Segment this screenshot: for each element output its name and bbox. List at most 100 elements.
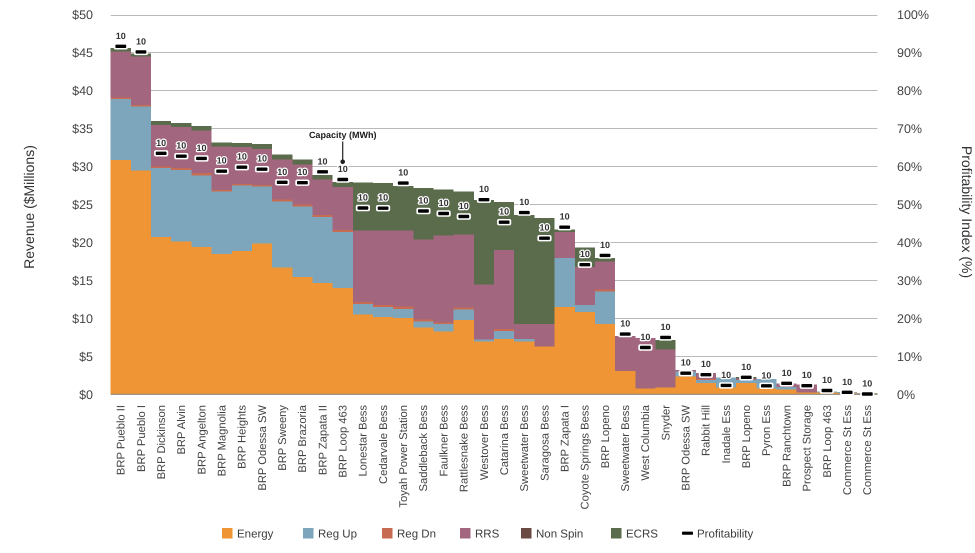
svg-text:10: 10 <box>338 164 348 174</box>
svg-text:BRP Magnolia: BRP Magnolia <box>216 404 228 476</box>
svg-text:BRP Brazoria: BRP Brazoria <box>297 404 309 472</box>
svg-text:80%: 80% <box>897 84 922 98</box>
svg-text:$45: $45 <box>72 46 93 60</box>
svg-text:10: 10 <box>459 201 469 211</box>
svg-text:90%: 90% <box>897 46 922 60</box>
svg-text:10: 10 <box>176 141 186 151</box>
svg-text:BRP Lopeno: BRP Lopeno <box>741 405 753 468</box>
svg-text:60%: 60% <box>897 160 922 174</box>
svg-text:Commerce St Ess: Commerce St Ess <box>862 405 874 496</box>
svg-text:BRP Odessa SW: BRP Odessa SW <box>681 405 693 491</box>
svg-text:Non Spin: Non Spin <box>536 528 583 540</box>
svg-text:10: 10 <box>539 223 549 233</box>
svg-text:Reg Dn: Reg Dn <box>397 528 436 540</box>
svg-text:10: 10 <box>560 212 570 222</box>
svg-text:Westover Bess: Westover Bess <box>479 405 491 480</box>
svg-text:10: 10 <box>580 249 590 259</box>
svg-text:BRP Zapata II: BRP Zapata II <box>317 405 329 475</box>
svg-text:Rattlesnake Bess: Rattlesnake Bess <box>459 405 471 492</box>
svg-text:BRP Heights: BRP Heights <box>237 405 249 469</box>
svg-text:Inadale Ess: Inadale Ess <box>721 405 733 464</box>
svg-text:BRP Loop 463: BRP Loop 463 <box>822 405 834 478</box>
svg-text:$20: $20 <box>72 236 93 250</box>
svg-text:10: 10 <box>136 36 146 46</box>
svg-text:Prospect Storage: Prospect Storage <box>802 405 814 491</box>
svg-text:10: 10 <box>822 375 832 385</box>
svg-text:Saragosa Bess: Saragosa Bess <box>539 405 551 481</box>
svg-text:$15: $15 <box>72 274 93 288</box>
svg-text:Capacity (MWh): Capacity (MWh) <box>309 130 377 140</box>
svg-text:$10: $10 <box>72 312 93 326</box>
svg-text:Lonestar Bess: Lonestar Bess <box>358 405 370 477</box>
svg-text:Coyote Springs Bess: Coyote Springs Bess <box>580 405 592 510</box>
svg-text:100%: 100% <box>897 8 929 22</box>
svg-text:$35: $35 <box>72 122 93 136</box>
svg-text:BRP Lopeno: BRP Lopeno <box>600 405 612 468</box>
svg-text:Revenue ($Millions): Revenue ($Millions) <box>21 145 37 269</box>
svg-text:Energy: Energy <box>237 528 274 540</box>
svg-text:Cedarvale Bess: Cedarvale Bess <box>378 405 390 484</box>
svg-text:Catarina Bess: Catarina Bess <box>499 405 511 476</box>
svg-text:BRP Loop 463: BRP Loop 463 <box>338 405 350 478</box>
svg-text:10: 10 <box>721 370 731 380</box>
svg-text:10: 10 <box>741 362 751 372</box>
svg-text:10: 10 <box>782 368 792 378</box>
svg-text:BRP Sweeny: BRP Sweeny <box>277 405 289 471</box>
svg-text:10: 10 <box>701 359 711 369</box>
svg-text:ECRS: ECRS <box>626 528 658 540</box>
svg-text:40%: 40% <box>897 236 922 250</box>
svg-text:$0: $0 <box>79 388 93 402</box>
svg-text:10: 10 <box>378 193 388 203</box>
svg-text:$30: $30 <box>72 160 93 174</box>
svg-text:10: 10 <box>217 156 227 166</box>
svg-text:10: 10 <box>479 184 489 194</box>
svg-text:BRP Angelton: BRP Angelton <box>196 405 208 474</box>
svg-text:10: 10 <box>297 167 307 177</box>
svg-text:BRP Alvin: BRP Alvin <box>176 405 188 455</box>
svg-text:Reg Up: Reg Up <box>318 528 357 540</box>
svg-text:$25: $25 <box>72 198 93 212</box>
svg-text:BRP Pueblo II: BRP Pueblo II <box>116 405 128 475</box>
svg-text:10: 10 <box>439 198 449 208</box>
svg-text:70%: 70% <box>897 122 922 136</box>
svg-text:10: 10 <box>318 156 328 166</box>
svg-text:Profitability Index (%): Profitability Index (%) <box>959 146 975 278</box>
svg-text:BRP Zapata I: BRP Zapata I <box>559 405 571 472</box>
svg-text:Commerce St Ess: Commerce St Ess <box>842 405 854 496</box>
svg-text:Sweetwater Bess: Sweetwater Bess <box>519 405 531 492</box>
svg-text:0%: 0% <box>897 388 915 402</box>
svg-text:$40: $40 <box>72 84 93 98</box>
svg-text:10: 10 <box>681 358 691 368</box>
svg-text:10: 10 <box>257 154 267 164</box>
svg-text:Faulkner Bess: Faulkner Bess <box>438 405 450 477</box>
svg-text:50%: 50% <box>897 198 922 212</box>
svg-text:Rabbit Hill: Rabbit Hill <box>701 405 713 456</box>
svg-text:RRS: RRS <box>475 528 500 540</box>
svg-text:BRP Ranchtown: BRP Ranchtown <box>781 405 793 487</box>
svg-text:10: 10 <box>640 332 650 342</box>
svg-text:10: 10 <box>620 319 630 329</box>
svg-text:10: 10 <box>398 168 408 178</box>
svg-text:$5: $5 <box>79 350 93 364</box>
svg-text:10: 10 <box>842 377 852 387</box>
svg-text:10: 10 <box>661 322 671 332</box>
svg-text:BRP Odessa SW: BRP Odessa SW <box>257 405 269 491</box>
svg-text:BRP Pueblo I: BRP Pueblo I <box>136 405 148 472</box>
svg-text:10: 10 <box>196 143 206 153</box>
svg-text:West Columbia: West Columbia <box>640 404 652 480</box>
svg-text:10: 10 <box>237 152 247 162</box>
svg-text:30%: 30% <box>897 274 922 288</box>
svg-text:10: 10 <box>499 207 509 217</box>
svg-text:Saddleback Bess: Saddleback Bess <box>418 405 430 492</box>
svg-text:10: 10 <box>116 31 126 41</box>
svg-text:10: 10 <box>358 193 368 203</box>
svg-text:10: 10 <box>418 196 428 206</box>
svg-text:$50: $50 <box>72 8 93 22</box>
svg-text:BRP Dickinson: BRP Dickinson <box>156 405 168 479</box>
svg-text:10: 10 <box>519 197 529 207</box>
svg-text:Toyah Power Station: Toyah Power Station <box>398 405 410 508</box>
svg-text:10: 10 <box>862 379 872 389</box>
svg-text:Profitability: Profitability <box>697 528 753 540</box>
svg-text:Pyron Ess: Pyron Ess <box>761 405 773 456</box>
svg-text:10: 10 <box>802 370 812 380</box>
